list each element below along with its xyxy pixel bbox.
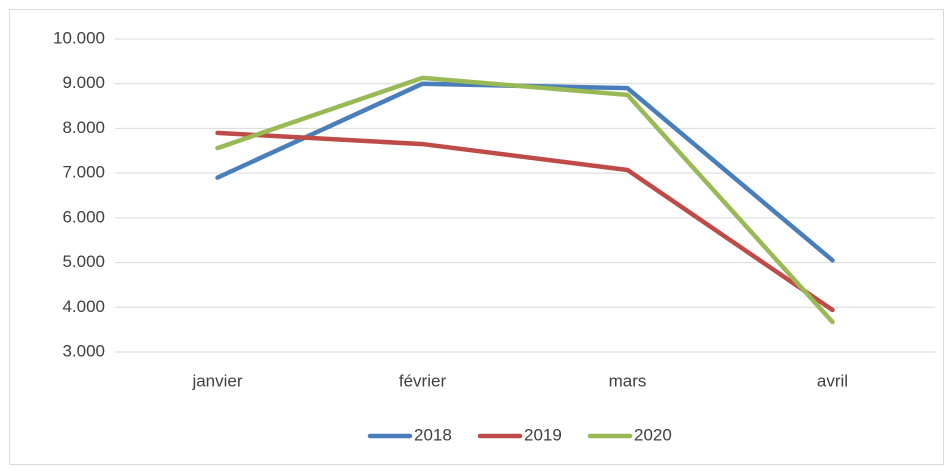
series-line — [215, 75, 835, 325]
x-tick-label: février — [399, 371, 447, 390]
x-tick-label: avril — [817, 371, 848, 390]
legend-label: 2019 — [524, 425, 562, 444]
y-tick-label: 4.000 — [62, 297, 105, 316]
legend-label: 2018 — [414, 425, 452, 444]
x-tick-label: mars — [609, 371, 647, 390]
y-tick-label: 7.000 — [62, 163, 105, 182]
series-line — [215, 130, 835, 313]
y-tick-label: 10.000 — [53, 28, 105, 47]
y-tick-label: 5.000 — [62, 252, 105, 271]
y-tick-label: 9.000 — [62, 73, 105, 92]
x-tick-label: janvier — [191, 371, 242, 390]
y-tick-label: 6.000 — [62, 207, 105, 226]
legend-label: 2020 — [634, 425, 672, 444]
y-tick-label: 8.000 — [62, 118, 105, 137]
y-tick-label: 3.000 — [62, 341, 105, 360]
